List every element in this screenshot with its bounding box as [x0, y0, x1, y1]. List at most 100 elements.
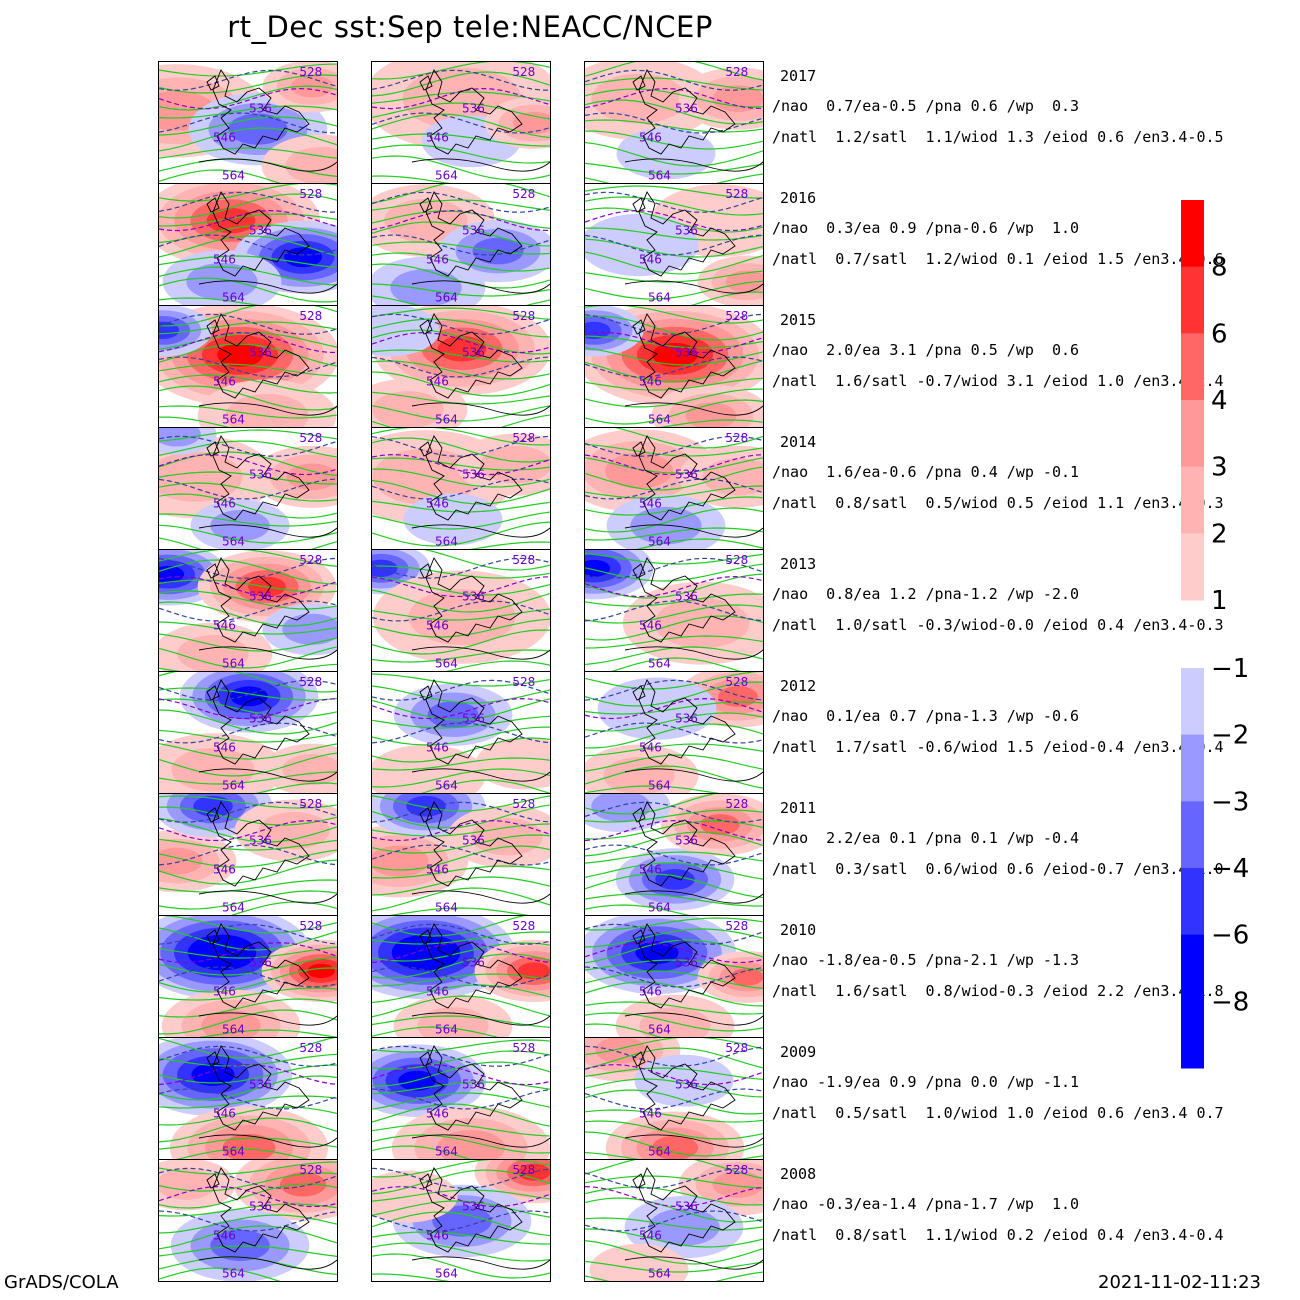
height-contour	[585, 251, 763, 275]
colorbar-tick-label: −4	[1211, 854, 1249, 884]
height-contour	[585, 62, 763, 81]
contour-label: 536	[249, 711, 272, 725]
coastline	[632, 197, 646, 213]
height-contour	[585, 785, 720, 793]
height-contour	[372, 307, 550, 320]
contour-label: 546	[426, 863, 449, 877]
coastline	[624, 1256, 763, 1270]
height-contour	[372, 1273, 550, 1281]
height-contour	[159, 1225, 337, 1250]
coastline	[624, 280, 763, 294]
height-contour	[159, 879, 337, 893]
height-contour	[585, 593, 763, 607]
coastline	[632, 1173, 646, 1189]
height-contour	[159, 147, 337, 159]
coastline	[419, 441, 433, 457]
contour-label: 528	[725, 1163, 748, 1177]
dashed-contour	[372, 69, 550, 91]
coastline	[624, 158, 763, 172]
coastline	[411, 1012, 550, 1026]
dashed-contour	[585, 356, 763, 378]
dashed-contour	[372, 1185, 550, 1208]
height-contour	[159, 967, 337, 993]
height-contour	[372, 521, 550, 547]
coastline	[206, 319, 220, 335]
height-contour	[175, 1148, 310, 1159]
anomaly-blob	[159, 306, 337, 407]
height-contour	[159, 672, 337, 693]
dashed-contour	[585, 435, 763, 457]
height-contour	[585, 77, 763, 91]
contour-label: 528	[725, 187, 748, 201]
map-panel-2015-2: 528 536 546 564	[371, 305, 551, 428]
coastline	[638, 435, 736, 521]
height-contour	[372, 1134, 550, 1154]
height-contour	[585, 377, 763, 391]
coastline	[411, 890, 550, 904]
sst-indices: /natl 1.2/satl 1.1/wiod 1.3 /eiod 0.6 /e…	[772, 128, 1224, 146]
dashed-contour	[585, 478, 763, 500]
height-contour	[159, 440, 337, 458]
dashed-contour	[585, 722, 763, 744]
coastline	[206, 197, 220, 213]
height-contour	[159, 663, 337, 671]
coastline	[425, 313, 523, 399]
coastline	[206, 685, 220, 701]
coastline	[425, 679, 523, 765]
height-contour	[159, 771, 337, 785]
coastline	[425, 435, 523, 521]
height-contour	[159, 385, 337, 411]
coastline	[624, 768, 763, 782]
coastline	[411, 1256, 550, 1270]
dashed-contour	[372, 453, 550, 476]
teleconnection-indices: /nao -1.9/ea 0.9 /pna 0.0 /wp -1.1	[772, 1073, 1080, 1091]
contour-label: 528	[512, 309, 535, 323]
height-contour	[585, 280, 763, 300]
anomaly-blob	[697, 255, 763, 305]
contour-label: 564	[648, 1266, 671, 1280]
anomaly-blob	[605, 1111, 745, 1159]
sst-indices: /natl 1.6/satl -0.7/wiod 3.1 /eiod 1.0 /…	[772, 372, 1224, 390]
dashed-contour	[585, 69, 763, 91]
height-contour	[159, 1117, 337, 1143]
dashed-contour	[159, 698, 337, 720]
dashed-contour	[159, 1167, 337, 1189]
height-contour	[159, 1137, 337, 1150]
dashed-contour	[372, 844, 550, 866]
dashed-contour	[372, 1045, 550, 1067]
coastline	[206, 75, 220, 91]
height-contour	[159, 601, 337, 627]
contour-label: 536	[462, 1199, 485, 1213]
height-contour	[372, 133, 550, 147]
contour-label: 546	[213, 863, 236, 877]
anomaly-blob	[159, 428, 217, 455]
dashed-contour	[372, 1088, 550, 1110]
map-panel-2008-1: 528 536 546 564	[158, 1159, 338, 1282]
dashed-contour	[159, 1185, 337, 1208]
height-contour	[159, 698, 337, 718]
contour-label: 546	[639, 619, 662, 633]
teleconnection-indices: /nao 2.2/ea 0.1 /pna 0.1 /wp -0.4	[772, 829, 1080, 847]
height-contour	[420, 779, 550, 793]
contour-label: 546	[639, 375, 662, 389]
height-contour	[585, 347, 763, 366]
dashed-contour	[585, 87, 763, 110]
sst-indices: /natl 0.5/satl 1.0/wiod 1.0 /eiod 0.6 /e…	[772, 1104, 1224, 1122]
contour-label: 564	[648, 1144, 671, 1158]
contour-label: 564	[648, 778, 671, 792]
colorbar-pos-swatch	[1181, 266, 1204, 334]
dashed-contour	[159, 87, 337, 110]
coastline	[425, 801, 523, 887]
height-contour	[585, 851, 763, 864]
contour-label: 536	[675, 711, 698, 725]
height-contour	[159, 482, 337, 502]
map-panel-2017-2: 528 536 546 564	[371, 61, 551, 184]
coastline	[638, 557, 736, 643]
dashed-contour	[159, 453, 337, 476]
dashed-contour	[585, 313, 763, 335]
coastline	[411, 402, 550, 416]
height-contour	[159, 1203, 337, 1217]
height-contour	[372, 295, 550, 305]
contour-label: 564	[222, 290, 245, 304]
contour-label: 564	[648, 534, 671, 548]
